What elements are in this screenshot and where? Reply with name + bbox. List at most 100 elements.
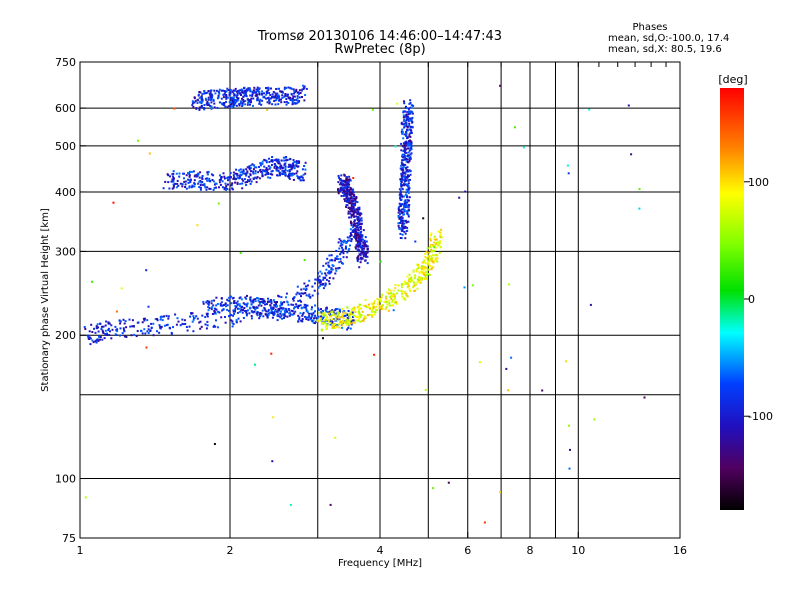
echo-point xyxy=(290,303,293,306)
echo-point xyxy=(291,103,294,106)
echo-point xyxy=(630,153,633,156)
echo-point xyxy=(93,327,95,330)
echo-point xyxy=(372,305,375,308)
echo-point xyxy=(270,87,272,90)
echo-point xyxy=(340,316,343,319)
echo-point xyxy=(300,295,302,298)
echo-point xyxy=(353,230,356,233)
echo-point xyxy=(212,174,215,177)
echo-point xyxy=(213,102,216,105)
echo-point xyxy=(402,175,404,178)
echo-point xyxy=(348,239,351,242)
grid-lines xyxy=(79,62,680,538)
echo-point xyxy=(213,89,216,92)
echo-point xyxy=(355,233,358,235)
echo-point xyxy=(241,187,244,190)
echo-point xyxy=(403,204,406,207)
echo-point xyxy=(341,262,344,265)
echo-point xyxy=(275,94,277,97)
echo-point xyxy=(347,182,350,185)
echo-point xyxy=(188,186,191,189)
echo-point xyxy=(96,323,99,326)
echo-point xyxy=(403,219,406,222)
echo-point xyxy=(420,266,423,269)
echo-point xyxy=(232,105,235,108)
echo-point xyxy=(182,323,185,326)
echo-point xyxy=(116,330,119,333)
echo-point xyxy=(406,166,409,169)
echo-point xyxy=(405,188,408,191)
echo-point xyxy=(172,326,174,329)
echo-point xyxy=(297,91,300,94)
echo-point xyxy=(232,310,235,313)
echo-point xyxy=(240,88,243,91)
echo-point xyxy=(128,318,131,321)
echo-point xyxy=(187,172,189,174)
echo-point xyxy=(296,285,299,288)
echo-point xyxy=(195,175,198,178)
echo-point xyxy=(325,262,328,265)
echo-point xyxy=(346,328,349,331)
echo-point xyxy=(271,95,273,98)
echo-point xyxy=(88,338,91,340)
echo-point xyxy=(433,246,436,249)
echo-point xyxy=(407,187,410,190)
echo-point xyxy=(417,265,420,268)
echo-point xyxy=(95,341,98,344)
echo-point xyxy=(290,309,293,312)
echo-point xyxy=(198,321,201,324)
echo-point xyxy=(347,310,350,312)
echo-point xyxy=(373,353,376,356)
echo-point xyxy=(272,91,275,93)
echo-point xyxy=(406,229,409,232)
echo-point xyxy=(286,310,288,313)
echo-point xyxy=(358,312,361,315)
echo-point xyxy=(287,86,290,89)
echo-point xyxy=(280,310,282,313)
echo-point xyxy=(405,119,408,122)
echo-point xyxy=(404,151,406,154)
echo-point xyxy=(374,305,377,308)
echo-point xyxy=(258,177,261,180)
echo-point xyxy=(295,88,298,91)
echo-point xyxy=(259,315,261,318)
echo-point xyxy=(403,213,406,216)
echo-point xyxy=(272,416,275,419)
echo-point xyxy=(406,174,409,177)
echo-point xyxy=(223,175,226,178)
echo-point xyxy=(214,312,217,315)
echo-point xyxy=(145,269,148,272)
echo-point xyxy=(144,317,146,320)
echo-point xyxy=(346,316,349,319)
echo-point xyxy=(189,181,192,184)
echo-point xyxy=(124,320,127,323)
echo-point xyxy=(291,97,294,100)
echo-point xyxy=(401,290,404,293)
echo-point xyxy=(245,184,248,186)
echo-point xyxy=(243,86,246,89)
echo-point xyxy=(420,271,423,274)
echo-point xyxy=(394,301,396,304)
echo-point xyxy=(341,240,343,243)
echo-point xyxy=(319,280,322,283)
echo-point xyxy=(336,307,339,310)
echo-point xyxy=(360,314,363,317)
echo-point xyxy=(280,101,283,104)
echo-point xyxy=(290,93,293,96)
echo-point xyxy=(247,102,249,105)
echo-point xyxy=(226,298,229,301)
echo-point xyxy=(364,259,367,262)
echo-point xyxy=(342,252,345,255)
echo-point xyxy=(299,179,302,182)
echo-point xyxy=(273,301,276,303)
echo-point xyxy=(178,172,181,175)
echo-point xyxy=(289,87,292,90)
echo-point xyxy=(409,173,412,176)
x-tick-label: 1 xyxy=(77,544,84,557)
echo-point xyxy=(242,179,245,182)
echo-point xyxy=(298,96,301,99)
echo-point xyxy=(345,242,348,244)
echo-point xyxy=(274,308,277,311)
echo-point xyxy=(220,89,223,92)
